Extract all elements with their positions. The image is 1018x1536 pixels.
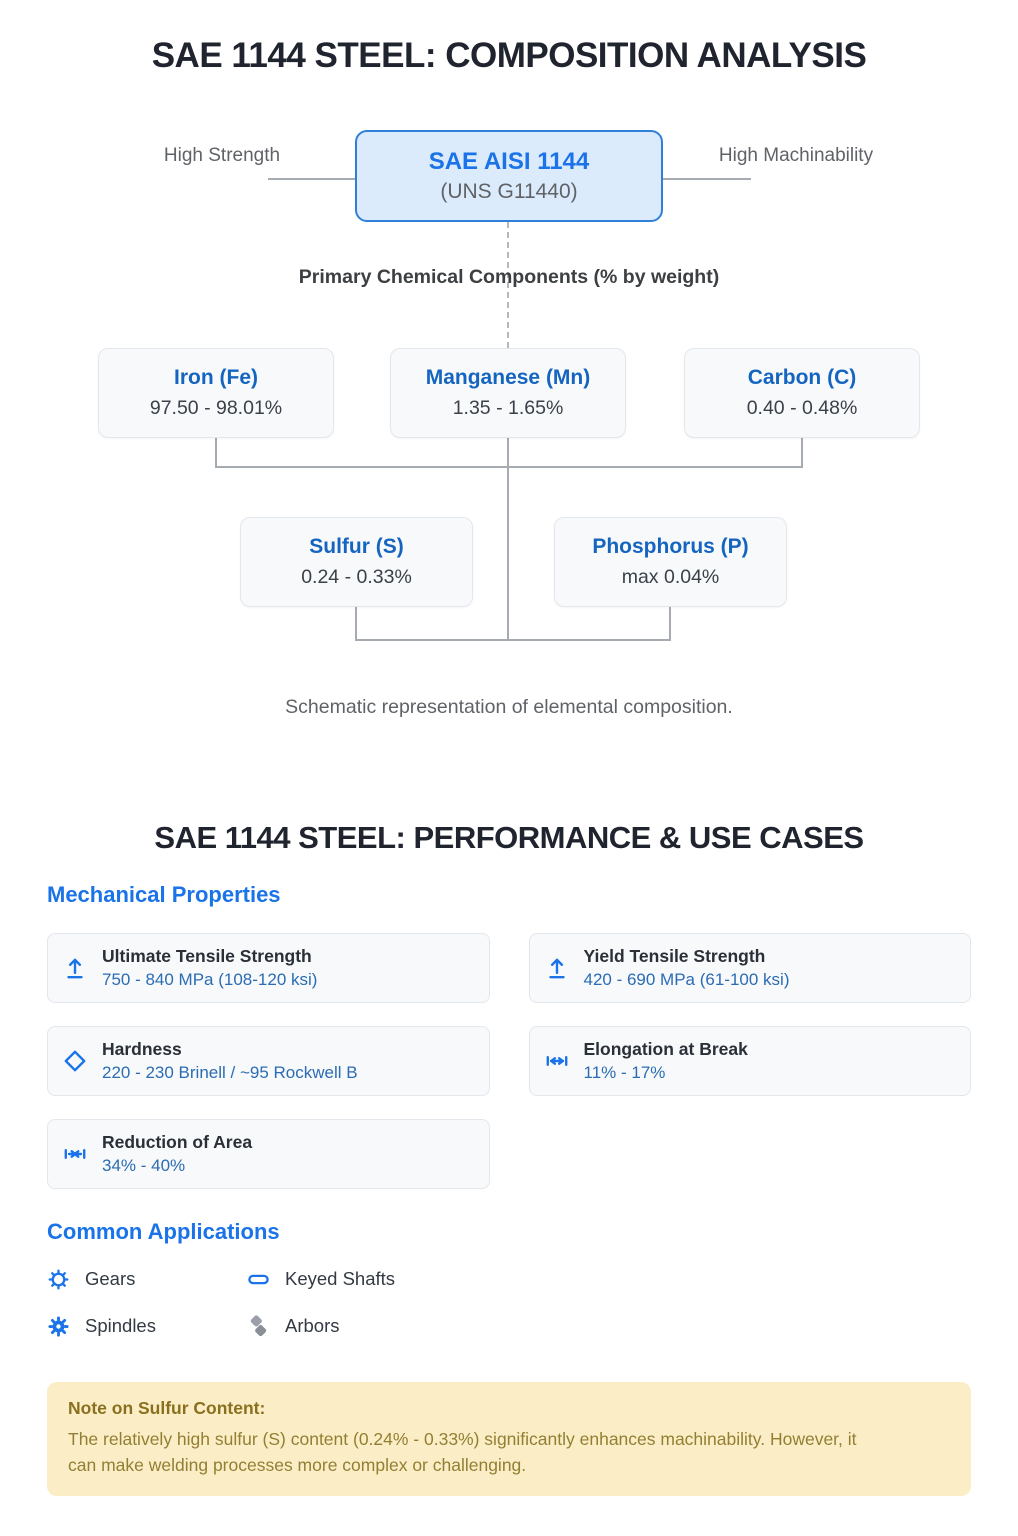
element-name: Phosphorus (P) xyxy=(592,535,749,558)
high-strength-label: High Strength xyxy=(163,145,281,166)
element-value: 97.50 - 98.01% xyxy=(149,397,283,419)
steel-grade-title: SAE AISI 1144 xyxy=(428,148,590,175)
property-value: 750 - 840 MPa (108-120 ksi) xyxy=(102,970,318,989)
connector-line xyxy=(355,607,357,641)
property-card-elongation: Elongation at Break 11% - 17% xyxy=(528,1026,971,1096)
connector-line xyxy=(669,607,671,641)
application-keyed-shafts: Keyed Shafts xyxy=(247,1264,395,1294)
application-arbors: Arbors xyxy=(247,1311,395,1341)
element-box-phosphorus: Phosphorus (P) max 0.04% xyxy=(554,517,787,607)
performance-title: SAE 1144 STEEL: PERFORMANCE & USE CASES xyxy=(154,820,864,855)
property-card-reduction-area: Reduction of Area 34% - 40% xyxy=(47,1119,490,1189)
application-label: Gears xyxy=(85,1268,136,1289)
property-card-yield-tensile: Yield Tensile Strength 420 - 690 MPa (61… xyxy=(528,933,971,1003)
mechanical-properties-heading: Mechanical Properties xyxy=(47,882,281,907)
gear-filled-icon xyxy=(48,1315,69,1337)
connector-line xyxy=(215,466,803,468)
gear-outline-icon xyxy=(48,1269,69,1289)
property-label: Yield Tensile Strength xyxy=(583,946,766,966)
application-label: Keyed Shafts xyxy=(285,1268,396,1289)
application-label: Spindles xyxy=(85,1315,156,1336)
element-box-iron: Iron (Fe) 97.50 - 98.01% xyxy=(98,348,334,438)
common-applications-heading: Common Applications xyxy=(47,1219,280,1244)
property-value: 34% - 40% xyxy=(102,1156,186,1175)
property-value: 11% - 17% xyxy=(583,1063,666,1082)
element-box-sulfur: Sulfur (S) 0.24 - 0.33% xyxy=(240,517,473,607)
sulfur-note-box: Note on Sulfur Content: The relatively h… xyxy=(47,1382,971,1496)
element-value: max 0.04% xyxy=(621,566,720,588)
element-name: Manganese (Mn) xyxy=(425,366,591,389)
left-connector-line xyxy=(268,178,355,180)
stretch-horizontal-icon xyxy=(546,1056,567,1066)
connector-line xyxy=(215,438,217,467)
right-connector-line xyxy=(663,178,751,180)
property-label: Ultimate Tensile Strength xyxy=(102,946,312,966)
application-spindles: Spindles xyxy=(47,1311,247,1341)
note-heading: Note on Sulfur Content: xyxy=(68,1398,266,1418)
property-card-hardness: Hardness 220 - 230 Brinell / ~95 Rockwel… xyxy=(47,1026,490,1096)
element-box-carbon: Carbon (C) 0.40 - 0.48% xyxy=(684,348,920,438)
applications-grid: Gears Keyed Shafts Spindles Arbor xyxy=(47,1264,971,1341)
connector-line xyxy=(355,639,671,641)
property-value: 420 - 690 MPa (61-100 ksi) xyxy=(583,970,790,989)
property-label: Elongation at Break xyxy=(583,1039,748,1059)
performance-section: SAE 1144 STEEL: PERFORMANCE & USE CASES … xyxy=(0,820,1018,1496)
diamond-icon xyxy=(64,1050,86,1072)
property-card-ultimate-tensile: Ultimate Tensile Strength 750 - 840 MPa … xyxy=(47,933,490,1003)
element-value: 0.24 - 0.33% xyxy=(301,566,412,588)
components-section-label: Primary Chemical Components (% by weight… xyxy=(298,266,720,288)
element-name: Carbon (C) xyxy=(747,366,857,389)
central-steel-node: SAE AISI 1144 (UNS G11440) xyxy=(355,130,663,222)
connector-line xyxy=(801,438,803,467)
element-value: 1.35 - 1.65% xyxy=(452,397,564,419)
uns-designation: (UNS G11440) xyxy=(440,180,578,203)
arbor-icon xyxy=(250,1314,267,1336)
element-value: 0.40 - 0.48% xyxy=(746,397,858,419)
composition-diagram: SAE 1144 STEEL: COMPOSITION ANALYSIS Hig… xyxy=(98,36,920,718)
element-name: Iron (Fe) xyxy=(174,366,258,389)
composition-title: SAE 1144 STEEL: COMPOSITION ANALYSIS xyxy=(151,36,867,75)
application-gears: Gears xyxy=(47,1264,247,1294)
diagram-caption: Schematic representation of elemental co… xyxy=(285,696,733,718)
element-name: Sulfur (S) xyxy=(309,535,404,558)
dashed-connector-line xyxy=(507,222,509,348)
properties-grid: Ultimate Tensile Strength 750 - 840 MPa … xyxy=(47,933,971,1189)
property-value: 220 - 230 Brinell / ~95 Rockwell B xyxy=(102,1063,358,1082)
note-body: The relatively high sulfur (S) content (… xyxy=(68,1429,857,1475)
connector-line xyxy=(507,438,509,641)
high-machinability-label: High Machinability xyxy=(718,145,874,166)
arrow-up-from-line-icon xyxy=(67,958,83,979)
property-label: Hardness xyxy=(102,1039,182,1059)
keyed-shaft-icon xyxy=(248,1274,269,1284)
compress-horizontal-icon xyxy=(64,1149,86,1159)
application-label: Arbors xyxy=(285,1315,340,1336)
element-box-manganese: Manganese (Mn) 1.35 - 1.65% xyxy=(390,348,626,438)
arrow-up-from-line-icon xyxy=(548,958,565,979)
property-label: Reduction of Area xyxy=(102,1132,253,1152)
